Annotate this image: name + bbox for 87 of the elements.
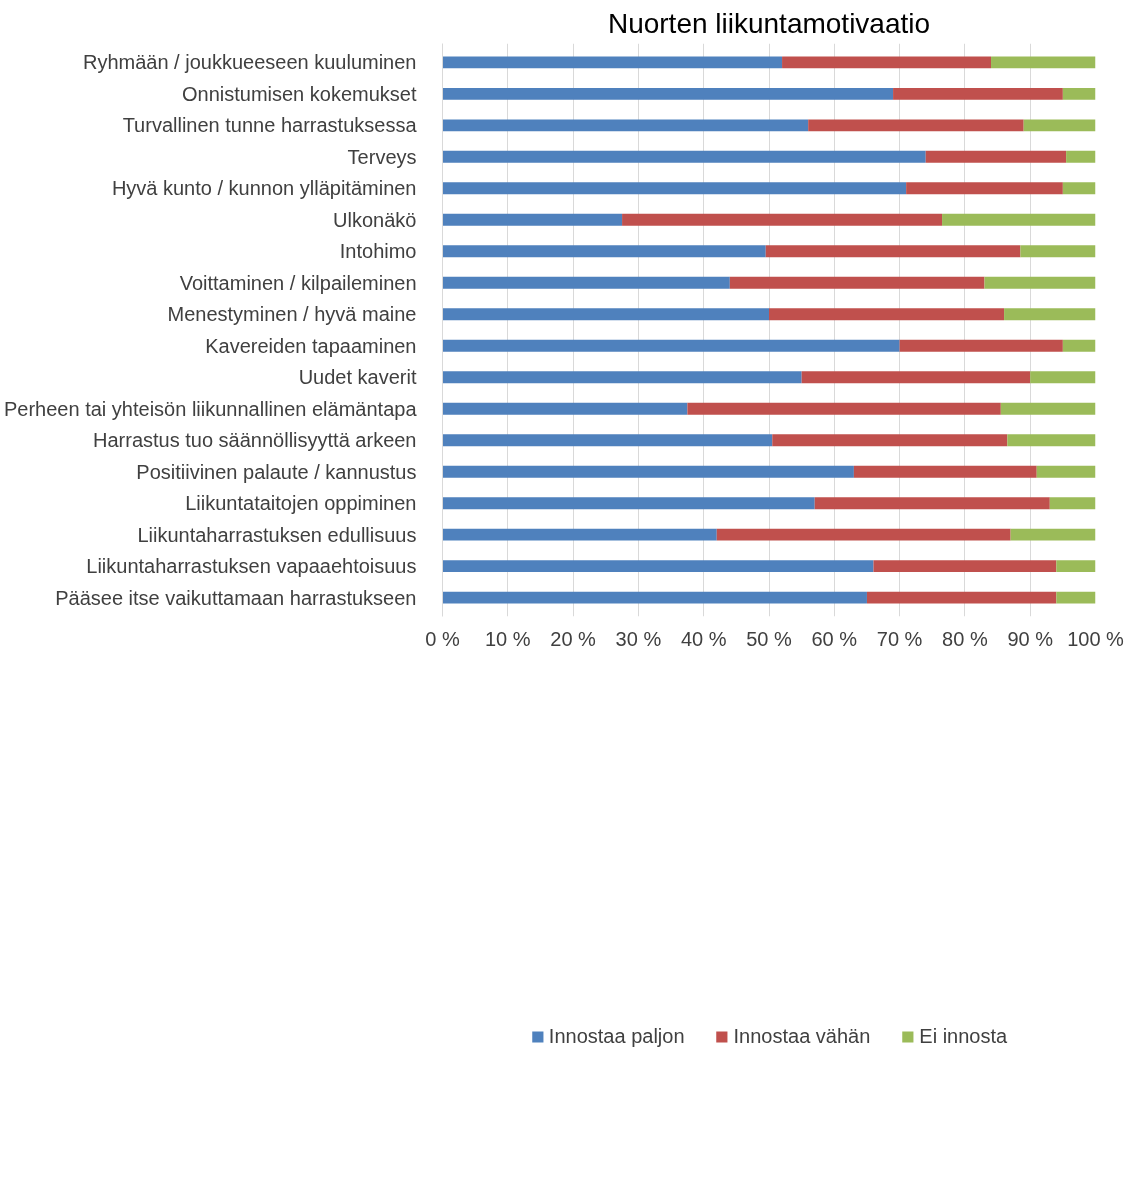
bar <box>991 56 1096 69</box>
legend-label: Ei innosta <box>919 1024 1008 1048</box>
y-tick-label: Ulkonäkö <box>333 208 417 231</box>
bar <box>442 182 907 195</box>
x-tick-label: 10 % <box>485 627 531 650</box>
bar <box>442 402 688 415</box>
bar <box>866 591 1057 604</box>
bar <box>984 276 1096 289</box>
bar <box>1056 560 1096 573</box>
bar <box>1023 119 1096 132</box>
bar <box>1062 87 1096 100</box>
bar <box>1004 308 1096 321</box>
bar <box>808 119 1024 132</box>
bar <box>814 497 1050 510</box>
x-tick-label: 90 % <box>1007 627 1054 650</box>
bar <box>906 182 1063 195</box>
bar <box>1020 245 1096 258</box>
bar <box>442 528 717 541</box>
bar <box>873 560 1057 573</box>
chart-title: Nuorten liikuntamotivaatio <box>607 7 931 39</box>
x-tick-label: 80 % <box>942 627 988 650</box>
bar <box>442 87 894 100</box>
bar <box>442 339 900 352</box>
x-tick-label: 70 % <box>876 627 923 650</box>
bar <box>442 308 769 321</box>
legend-label: Innostaa paljon <box>548 1024 685 1048</box>
bar <box>442 276 730 289</box>
y-tick-label: Intohimo <box>339 240 417 263</box>
x-tick-label: 40 % <box>680 627 727 650</box>
bar <box>1036 465 1096 478</box>
bar <box>769 308 1005 321</box>
bar <box>442 560 874 573</box>
bar <box>782 56 992 69</box>
y-tick-label: Turvallinen tunne harrastuksessa <box>122 114 418 137</box>
y-tick-label: Harrastus tuo säännöllisyyttä arkeen <box>93 429 417 452</box>
bar <box>1062 182 1096 195</box>
y-tick-label: Perheen tai yhteisön liikunnallinen elämäntapa <box>4 397 418 420</box>
x-tick-label: 100 % <box>1067 627 1125 650</box>
y-tick-label: Menestyminen / hyvä maine <box>167 303 417 326</box>
y-tick-label: Voittaminen / kilpaileminen <box>179 271 417 294</box>
bar <box>925 150 1067 163</box>
bar <box>772 434 1008 447</box>
bar <box>1056 591 1096 604</box>
bar <box>687 402 1001 415</box>
bar <box>801 371 1031 384</box>
bar <box>442 213 623 226</box>
bar <box>942 213 1096 226</box>
x-tick-label: 30 % <box>615 627 662 650</box>
bar <box>1066 150 1096 163</box>
bar <box>1049 497 1096 510</box>
bar <box>622 213 943 226</box>
y-tick-label: Liikuntaharrastuksen vapaaehtoisuus <box>86 555 417 578</box>
bar <box>442 245 766 258</box>
y-tick-label: Liikuntaharrastuksen edullisuus <box>137 523 417 546</box>
y-tick-label: Liikuntataitojen oppiminen <box>185 492 417 515</box>
bar <box>1000 402 1096 415</box>
bar <box>442 497 815 510</box>
x-tick-label: 0 % <box>425 627 460 650</box>
bar <box>899 339 1063 352</box>
y-tick-label: Onnistumisen kokemukset <box>181 82 417 105</box>
bar <box>1030 371 1096 384</box>
bar <box>765 245 1021 258</box>
bar <box>442 591 867 604</box>
y-tick-label: Positiivinen palaute / kannustus <box>136 460 417 483</box>
y-tick-label: Kavereiden tapaaminen <box>205 334 417 357</box>
y-tick-label: Pääsee itse vaikuttamaan harrastukseen <box>55 586 417 609</box>
bar <box>853 465 1037 478</box>
bar <box>442 465 854 478</box>
x-tick-label: 20 % <box>550 627 597 650</box>
bar <box>716 528 1011 541</box>
y-tick-label: Hyvä kunto / kunnon ylläpitäminen <box>111 177 417 200</box>
bar <box>1007 434 1096 447</box>
y-tick-label: Uudet kaverit <box>298 366 417 389</box>
y-tick-label: Terveys <box>347 145 417 168</box>
bar <box>442 119 809 132</box>
bar <box>442 434 773 447</box>
bar <box>442 371 802 384</box>
x-tick-label: 50 % <box>746 627 793 650</box>
bar <box>1010 528 1096 541</box>
bar <box>442 56 783 69</box>
x-tick-label: 60 % <box>811 627 858 650</box>
bar <box>893 87 1063 100</box>
bar <box>729 276 985 289</box>
bar <box>442 150 926 163</box>
bar <box>1062 339 1096 352</box>
legend-label: Innostaa vähän <box>733 1024 871 1048</box>
y-tick-label: Ryhmään / joukkueeseen kuuluminen <box>82 51 417 74</box>
